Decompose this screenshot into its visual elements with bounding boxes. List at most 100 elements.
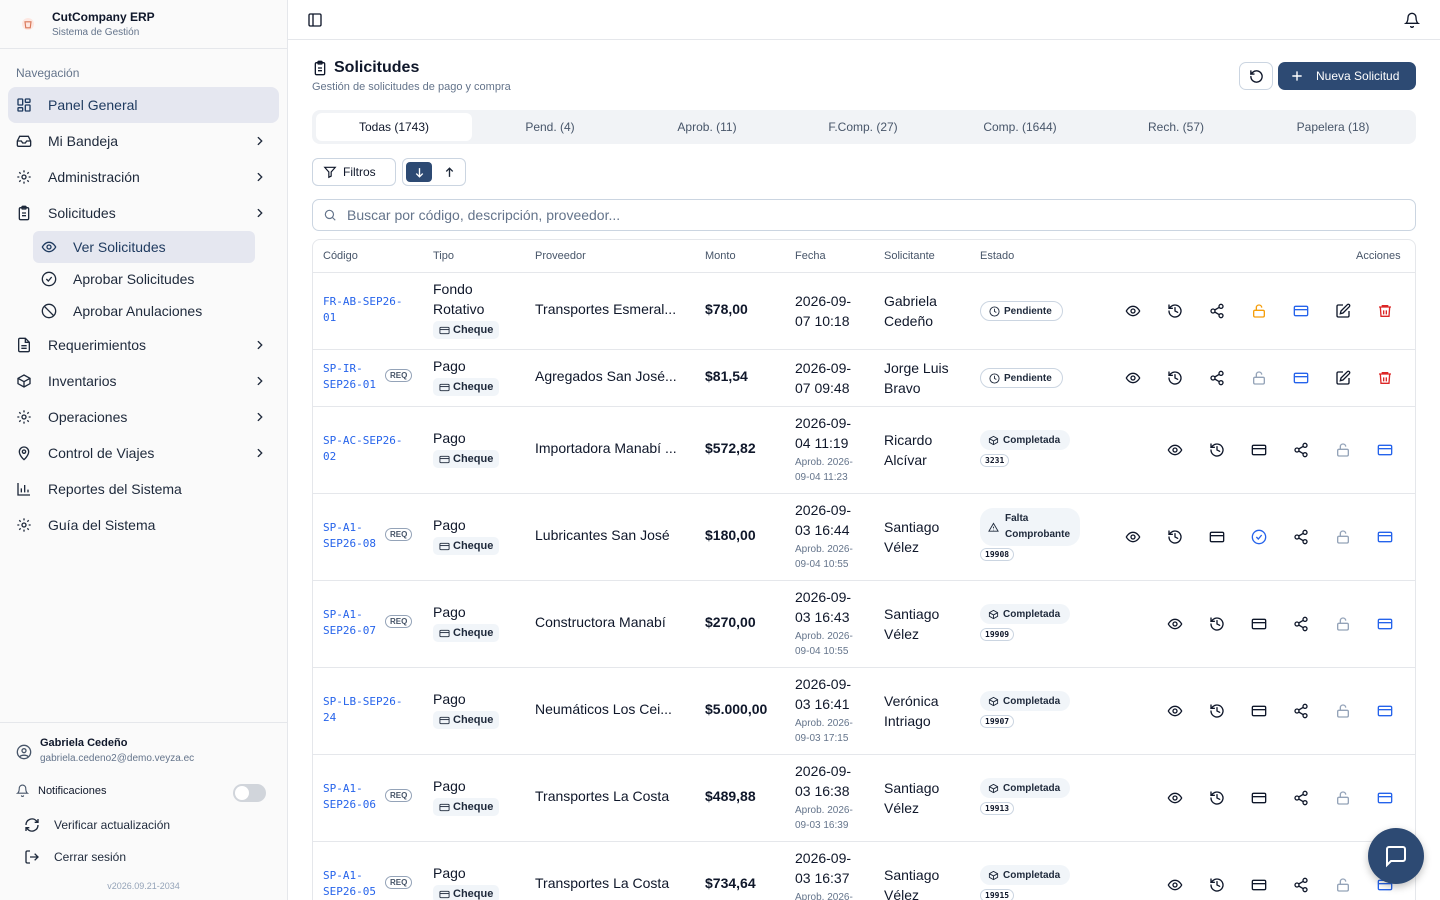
- payment-icon[interactable]: [1251, 442, 1267, 458]
- sidebar-toggle-icon[interactable]: [307, 12, 323, 28]
- unlock-icon[interactable]: [1335, 616, 1351, 632]
- share-icon[interactable]: [1209, 303, 1225, 319]
- view-icon[interactable]: [1167, 790, 1183, 806]
- card-icon[interactable]: [1377, 790, 1393, 806]
- payment-icon[interactable]: [1251, 877, 1267, 893]
- nav-item-guia[interactable]: Guía del Sistema: [8, 507, 279, 543]
- filters-button[interactable]: Filtros: [312, 158, 396, 186]
- request-code[interactable]: SP-A1- SEP26-06: [323, 781, 376, 813]
- history-icon[interactable]: [1209, 790, 1225, 806]
- unlock-icon[interactable]: [1335, 790, 1351, 806]
- tab-falta-comprobante[interactable]: F.Comp. (27): [828, 120, 898, 134]
- nav-item-reportes[interactable]: Reportes del Sistema: [8, 471, 279, 507]
- payment-icon[interactable]: [1251, 616, 1267, 632]
- history-icon[interactable]: [1209, 616, 1225, 632]
- nav-item-requerimientos[interactable]: Requerimientos: [8, 327, 279, 363]
- request-code[interactable]: SP-IR- SEP26-01: [323, 361, 376, 393]
- nav-item-mi-bandeja[interactable]: Mi Bandeja: [8, 123, 279, 159]
- edit-icon[interactable]: [1335, 370, 1351, 386]
- share-icon[interactable]: [1293, 790, 1309, 806]
- sort-asc-button[interactable]: [436, 162, 462, 182]
- share-icon[interactable]: [1293, 877, 1309, 893]
- bell-icon[interactable]: [1404, 12, 1420, 28]
- view-icon[interactable]: [1125, 529, 1141, 545]
- card-icon[interactable]: [1293, 370, 1309, 386]
- table-row[interactable]: SP-AC-SEP26- 02 Pago Cheque Importadora Ma…: [313, 407, 1415, 494]
- sort-desc-button[interactable]: [406, 162, 432, 182]
- tab-completadas[interactable]: Comp. (1644): [983, 120, 1057, 134]
- nav-item-administracion[interactable]: Administración: [8, 159, 279, 195]
- unlock-icon[interactable]: [1335, 442, 1351, 458]
- payment-icon[interactable]: [1251, 703, 1267, 719]
- share-icon[interactable]: [1293, 442, 1309, 458]
- trash-icon[interactable]: [1377, 303, 1393, 319]
- check-circle-icon[interactable]: [1251, 529, 1267, 545]
- nav-item-solicitudes[interactable]: Solicitudes: [8, 195, 279, 231]
- history-icon[interactable]: [1167, 529, 1183, 545]
- trash-icon[interactable]: [1377, 370, 1393, 386]
- nav-item-operaciones[interactable]: Operaciones: [8, 399, 279, 435]
- sub-item-aprobar-solicitudes[interactable]: Aprobar Solicitudes: [33, 263, 255, 295]
- history-icon[interactable]: [1209, 442, 1225, 458]
- sub-item-ver-solicitudes[interactable]: Ver Solicitudes: [33, 231, 255, 263]
- share-icon[interactable]: [1209, 370, 1225, 386]
- table-row[interactable]: SP-A1- SEP26-06 REQ Pago Cheque Transporte…: [313, 755, 1415, 842]
- view-icon[interactable]: [1167, 877, 1183, 893]
- request-code[interactable]: SP-AC-SEP26- 02: [323, 433, 402, 465]
- table-row[interactable]: FR-AB-SEP26- 01 Fondo Rotativo Cheque Trans…: [313, 273, 1415, 350]
- history-icon[interactable]: [1209, 703, 1225, 719]
- payment-icon[interactable]: [1251, 790, 1267, 806]
- tab-pendientes[interactable]: Pend. (4): [525, 120, 575, 134]
- view-icon[interactable]: [1125, 370, 1141, 386]
- history-icon[interactable]: [1209, 877, 1225, 893]
- share-icon[interactable]: [1293, 616, 1309, 632]
- table-row[interactable]: SP-A1- SEP26-07 REQ Pago Cheque Constructo…: [313, 581, 1415, 668]
- card-icon[interactable]: [1377, 703, 1393, 719]
- share-icon[interactable]: [1293, 529, 1309, 545]
- refresh-button[interactable]: [1239, 62, 1273, 90]
- tab-rechazadas[interactable]: Rech. (57): [1147, 120, 1205, 134]
- table-row[interactable]: SP-A1- SEP26-08 REQ Pago Cheque Lubricante…: [313, 494, 1415, 581]
- share-icon[interactable]: [1293, 703, 1309, 719]
- card-icon[interactable]: [1377, 442, 1393, 458]
- table-row[interactable]: SP-LB-SEP26- 24 Pago Cheque Neumáticos Los…: [313, 668, 1415, 755]
- nav-item-control-de-viajes[interactable]: Control de Viajes: [8, 435, 279, 471]
- table-row[interactable]: SP-IR- SEP26-01 REQ Pago Cheque Agregados …: [313, 350, 1415, 407]
- request-code[interactable]: SP-A1- SEP26-07: [323, 607, 376, 639]
- check-update-button[interactable]: Verificar actualización: [24, 817, 170, 833]
- table-row[interactable]: SP-A1- SEP26-05 REQ Pago Cheque Transporte…: [313, 842, 1415, 900]
- tab-todas[interactable]: Todas (1743): [316, 113, 472, 141]
- unlock-icon[interactable]: [1251, 370, 1267, 386]
- card-icon[interactable]: [1377, 529, 1393, 545]
- view-icon[interactable]: [1167, 442, 1183, 458]
- nav-item-inventarios[interactable]: Inventarios: [8, 363, 279, 399]
- payment-icon[interactable]: [1209, 529, 1225, 545]
- request-code[interactable]: SP-LB-SEP26- 24: [323, 694, 402, 726]
- nav-item-panel-general[interactable]: Panel General: [8, 87, 279, 123]
- provider: Transportes La Costa: [535, 788, 670, 804]
- request-code[interactable]: FR-AB-SEP26- 01: [323, 294, 402, 326]
- chat-button[interactable]: [1368, 828, 1424, 884]
- edit-icon[interactable]: [1335, 303, 1351, 319]
- view-icon[interactable]: [1167, 703, 1183, 719]
- tab-papelera[interactable]: Papelera (18): [1296, 120, 1370, 134]
- history-icon[interactable]: [1167, 303, 1183, 319]
- request-code[interactable]: SP-A1- SEP26-08: [323, 520, 376, 552]
- sub-item-aprobar-anulaciones[interactable]: Aprobar Anulaciones: [33, 295, 255, 327]
- user-info[interactable]: Gabriela Cedeño gabriela.cedeno2@demo.ve…: [16, 737, 194, 764]
- search-input[interactable]: [347, 207, 1347, 223]
- unlock-icon[interactable]: [1335, 877, 1351, 893]
- unlock-icon[interactable]: [1335, 703, 1351, 719]
- unlock-icon[interactable]: [1335, 529, 1351, 545]
- card-icon[interactable]: [1377, 616, 1393, 632]
- card-icon[interactable]: [1293, 303, 1309, 319]
- new-request-button[interactable]: Nueva Solicitud: [1278, 62, 1416, 90]
- lock-icon[interactable]: [1251, 303, 1267, 319]
- view-icon[interactable]: [1167, 616, 1183, 632]
- request-code[interactable]: SP-A1- SEP26-05: [323, 868, 376, 900]
- tab-aprobadas[interactable]: Aprob. (11): [677, 120, 737, 134]
- logout-button[interactable]: Cerrar sesión: [24, 849, 126, 865]
- history-icon[interactable]: [1167, 370, 1183, 386]
- notifications-toggle[interactable]: [233, 784, 266, 802]
- view-icon[interactable]: [1125, 303, 1141, 319]
